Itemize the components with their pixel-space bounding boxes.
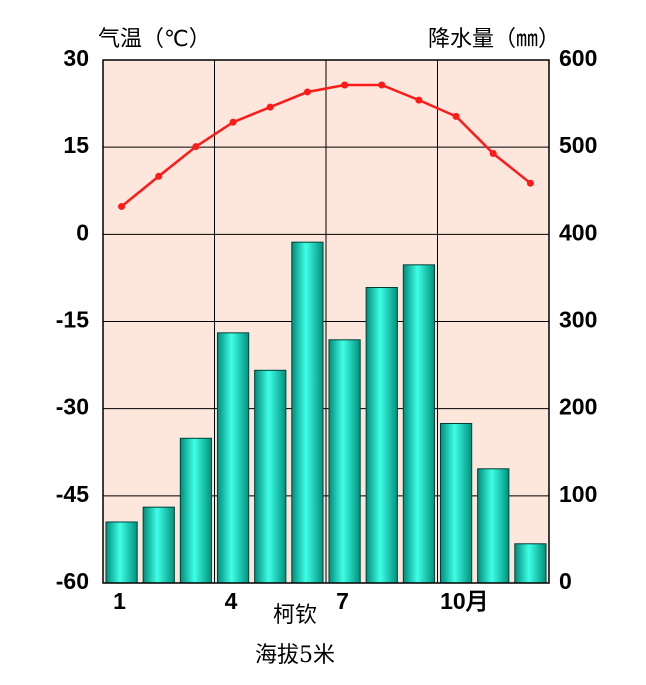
point — [415, 96, 423, 104]
y-tick-label: -60 — [56, 568, 89, 594]
y-axis-title: 气温（℃） — [98, 27, 211, 52]
station-name: 柯钦 — [273, 603, 317, 628]
point — [341, 81, 349, 89]
point — [526, 179, 534, 187]
bar — [179, 437, 213, 584]
y-tick-label: 0 — [76, 219, 89, 245]
bar — [514, 543, 547, 584]
bar — [216, 332, 250, 584]
point — [489, 150, 497, 158]
point — [118, 202, 126, 210]
point — [266, 103, 274, 111]
y-tick-label: -30 — [56, 394, 89, 420]
point — [192, 143, 200, 151]
bar — [142, 506, 175, 584]
bar — [254, 369, 287, 584]
point — [155, 172, 163, 180]
bar — [365, 287, 398, 584]
y2-tick-label: 400 — [559, 219, 597, 245]
y2-axis-title: 降水量（㎜） — [428, 27, 560, 52]
bar — [439, 422, 473, 584]
elevation: 海拔5米 — [255, 643, 335, 668]
point — [229, 118, 237, 126]
x-tick-label: 7 — [336, 588, 349, 614]
x-tick-label: 10月 — [440, 588, 489, 614]
plot-border — [102, 59, 550, 584]
bar — [328, 339, 361, 584]
y2-tick-label: 600 — [559, 45, 597, 71]
y2-tick-label: 500 — [559, 132, 597, 158]
y2-tick-label: 300 — [559, 307, 597, 333]
y-tick-label: 15 — [63, 132, 89, 158]
x-tick-label: 1 — [113, 588, 126, 614]
x-tick-label: 4 — [225, 588, 238, 614]
line — [120, 83, 532, 208]
y2-tick-label: 100 — [559, 481, 597, 507]
bar — [402, 264, 436, 584]
y-tick-label: -15 — [56, 307, 89, 333]
y-tick-label: -45 — [56, 481, 89, 507]
point — [378, 81, 386, 89]
point — [303, 88, 311, 96]
bar — [477, 468, 510, 584]
y-tick-label: 30 — [63, 45, 89, 71]
bar — [105, 521, 138, 584]
point — [452, 112, 460, 120]
bar — [291, 241, 324, 584]
y2-tick-label: 0 — [559, 568, 572, 594]
y2-tick-label: 200 — [559, 394, 597, 420]
